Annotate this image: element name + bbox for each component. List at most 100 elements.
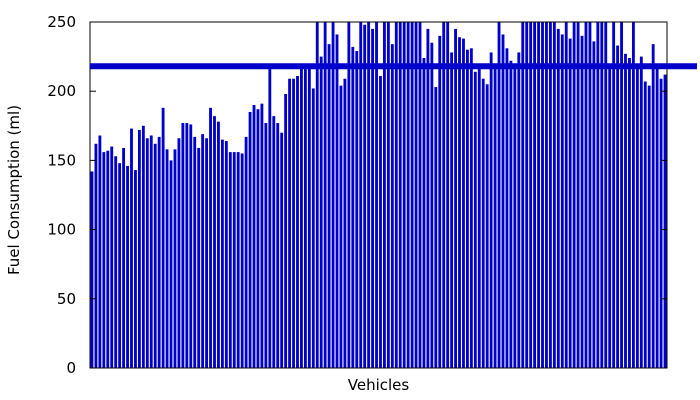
bar [339, 85, 343, 368]
bar [122, 147, 126, 368]
bar [185, 123, 189, 368]
bar [552, 22, 556, 368]
y-tick-label: 50 [57, 290, 76, 308]
bar [209, 107, 212, 368]
bar [296, 75, 299, 368]
bar [548, 22, 552, 368]
bar [533, 22, 537, 368]
bar [580, 35, 584, 369]
bar [481, 78, 485, 369]
bar [335, 34, 339, 369]
plot-frame [89, 21, 668, 369]
bar [371, 28, 374, 368]
bar [541, 22, 544, 368]
bar [323, 22, 327, 368]
bar [596, 22, 600, 368]
bar [406, 22, 410, 368]
bar [473, 71, 477, 368]
bar [153, 143, 157, 368]
bar [280, 132, 284, 368]
bar [347, 22, 351, 368]
bar [651, 44, 655, 368]
bar [454, 28, 457, 368]
bar [134, 170, 137, 368]
bar [477, 63, 481, 369]
bar [628, 57, 631, 368]
bar [130, 128, 133, 368]
y-axis: 0 50 100 150 200 250 [47, 13, 667, 377]
bar [647, 85, 651, 368]
bar [232, 152, 236, 368]
bar [213, 116, 216, 368]
bar [272, 116, 276, 368]
bar [157, 136, 161, 368]
bar [102, 152, 106, 368]
bar [292, 78, 295, 369]
y-tick-label: 0 [66, 359, 76, 377]
bar [264, 123, 268, 368]
bar [643, 81, 647, 368]
bar [588, 22, 592, 368]
bar [572, 22, 576, 368]
bar [244, 136, 248, 368]
bar [110, 146, 114, 368]
bar [430, 42, 434, 368]
bar [422, 57, 426, 368]
bar [367, 22, 371, 368]
bar [288, 78, 292, 369]
bar [149, 135, 153, 368]
bar [620, 22, 623, 368]
bar [114, 156, 118, 368]
bar [600, 22, 604, 368]
bar [276, 123, 280, 368]
bar [513, 63, 517, 369]
bar [205, 138, 209, 368]
bar [446, 22, 450, 368]
bar [228, 152, 232, 368]
bar [398, 22, 402, 368]
bar [386, 22, 390, 368]
bar [193, 136, 197, 368]
bar [260, 103, 264, 368]
bar [576, 22, 580, 368]
bar [462, 38, 465, 369]
bar [616, 45, 620, 368]
bar [248, 111, 252, 369]
bar [442, 22, 446, 368]
bar [556, 28, 560, 368]
bar [631, 22, 635, 368]
bar [268, 69, 272, 368]
bar [351, 46, 355, 368]
bar [137, 129, 141, 368]
bar [177, 138, 181, 368]
bar [181, 123, 185, 368]
bar [169, 160, 173, 368]
bar [300, 63, 303, 369]
bar [469, 48, 473, 369]
bar [284, 93, 288, 368]
bar [458, 37, 461, 368]
bar [493, 63, 497, 369]
bar [521, 22, 525, 368]
bar [201, 134, 205, 368]
bar [236, 152, 240, 368]
bar [612, 22, 616, 368]
bar [189, 124, 193, 368]
bar [438, 35, 442, 369]
bar [537, 22, 540, 368]
bar [402, 22, 406, 368]
bar [359, 22, 363, 368]
bar [141, 125, 145, 368]
bar [256, 109, 260, 368]
bar [525, 22, 529, 368]
bar [466, 49, 469, 369]
bar [505, 48, 509, 369]
bar [529, 22, 533, 368]
bar [418, 22, 422, 368]
bar [410, 22, 414, 368]
bar [497, 22, 501, 368]
bar [90, 171, 94, 368]
bar [307, 63, 311, 369]
bar [165, 149, 169, 368]
bar [220, 139, 224, 368]
